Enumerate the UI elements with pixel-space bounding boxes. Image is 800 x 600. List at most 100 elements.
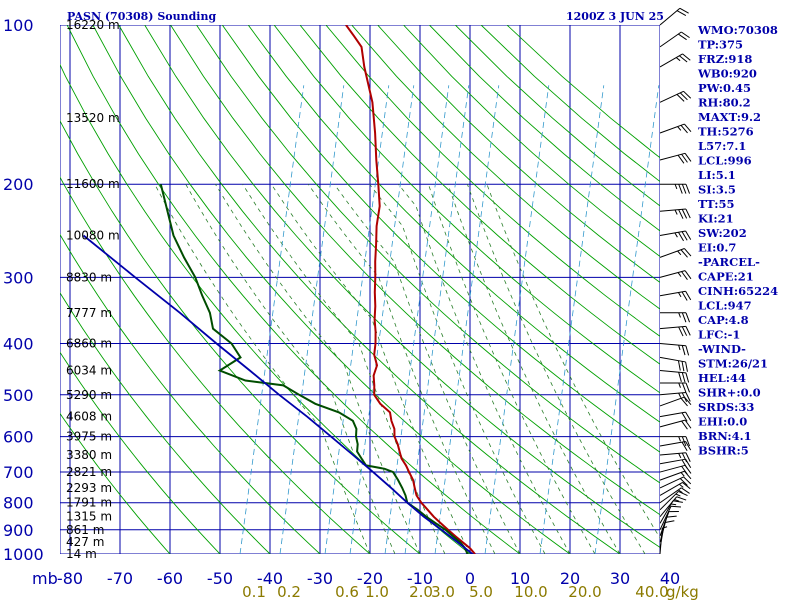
wind-barb-flag	[679, 478, 688, 486]
stability-index: SRDS:33	[698, 400, 754, 414]
wind-barb-staff	[659, 419, 686, 428]
mixing-ratio-unit: g/kg	[666, 583, 699, 600]
wind-barb-flag	[678, 453, 682, 459]
wind-barb-staff	[659, 458, 686, 465]
moist-adiabat-line	[154, 184, 371, 554]
wind-barb-flag	[683, 90, 692, 99]
mixing-ratio-label: 3.0	[431, 583, 455, 600]
wind-barb-flag	[685, 411, 692, 421]
wind-barb-flag	[676, 496, 687, 501]
wind-barb	[659, 290, 692, 301]
wind-barb-flag	[685, 436, 691, 447]
stability-index: CAPE:21	[698, 270, 754, 284]
dry-adiabat-line	[118, 25, 621, 554]
wind-barb-staff	[659, 470, 685, 481]
wind-barb-staff	[659, 53, 683, 68]
stability-index: LCL:996	[698, 154, 752, 168]
wind-barb-flag	[676, 94, 685, 102]
stability-index: LCL:947	[698, 299, 752, 313]
stability-index: KI:21	[698, 212, 734, 226]
height-label: 6860 m	[66, 336, 112, 350]
wind-barb	[659, 482, 691, 496]
height-label: 2293 m	[66, 481, 112, 495]
temperature-tick-label: -50	[207, 569, 233, 588]
wind-barb-flag	[681, 487, 690, 494]
wind-barb-staff	[659, 482, 683, 496]
wind-barb-staff	[659, 496, 678, 517]
dry-adiabat-line	[60, 233, 321, 554]
wind-barb	[659, 511, 679, 537]
wind-barb-flag	[684, 419, 692, 429]
wind-barb-staff	[659, 31, 682, 48]
mixing-ratio-label: 5.0	[469, 583, 493, 600]
wind-barb	[659, 356, 688, 372]
wind-barb-flag	[681, 420, 688, 430]
moist-adiabat-line	[270, 183, 471, 554]
dry-adiabat-line	[403, 25, 660, 258]
wind-barb-flag	[685, 382, 691, 393]
temperature-tick-label: -10	[407, 569, 433, 588]
wind-barb-staff	[659, 511, 670, 537]
wind-barb	[659, 342, 690, 356]
stability-index: FRZ:918	[698, 52, 752, 66]
moist-adiabat-line	[369, 183, 546, 554]
height-label: 6034 m	[66, 364, 112, 378]
wind-barb-flag	[684, 270, 692, 280]
wind-barb-flag	[685, 345, 690, 356]
wind-barb	[659, 7, 689, 26]
wind-barb-flag	[678, 326, 684, 337]
temperature-tick-label: -30	[307, 569, 333, 588]
temperature-tick-label: 30	[610, 569, 630, 588]
wind-barb-flag	[681, 436, 687, 447]
mixing-ratio-line	[594, 85, 660, 554]
wind-barb-staff	[659, 90, 684, 103]
wind-barb-flag	[681, 209, 688, 219]
wind-barb-flag	[678, 292, 682, 298]
wind-barb	[659, 325, 691, 337]
dry-adiabat-line	[351, 25, 660, 310]
chart-datetime: 1200Z 3 JUN 25	[566, 10, 664, 23]
height-label: 427 m	[66, 535, 104, 549]
wind-barb-flag	[682, 482, 691, 490]
wind-barb-flag	[671, 503, 677, 506]
stability-index: EHI:0.0	[698, 415, 747, 429]
wind-barb-flag	[681, 271, 688, 281]
wind-barbs	[659, 7, 692, 555]
height-label: 2821 m	[66, 465, 112, 479]
mixing-ratio-label: 40.0	[635, 583, 668, 600]
dry-adiabat-line	[60, 291, 271, 554]
wind-barb-flag	[678, 436, 681, 442]
temperature-tick-label: 0	[465, 569, 475, 588]
wind-barb-flag	[677, 250, 682, 256]
wind-barb-staff	[659, 391, 686, 396]
wind-barb-flag	[685, 184, 691, 194]
wind-barb-flag	[678, 344, 681, 351]
wind-barb-flag	[685, 312, 691, 323]
mixing-ratio-line	[349, 85, 415, 554]
parcel-path	[82, 234, 475, 554]
wind-barb-flag	[681, 452, 688, 463]
mixing-ratio-label: 0.1	[242, 583, 266, 600]
pressure-tick-label: 200	[3, 175, 34, 194]
wind-barb-flag	[674, 499, 680, 502]
height-label: 4608 m	[66, 410, 112, 424]
wind-barb	[660, 312, 691, 323]
wind-barb-flag	[678, 312, 681, 318]
stability-index: LFC:-1	[698, 328, 740, 342]
wind-barb-flag	[678, 372, 682, 382]
wind-barb	[659, 476, 692, 489]
mixing-ratio-line	[324, 85, 390, 554]
pressure-unit-label: mb	[32, 569, 58, 588]
wind-barb-staff	[659, 208, 686, 212]
dry-adiabat-line	[196, 25, 660, 484]
wind-barb-flag	[681, 412, 688, 422]
mixing-ratio-label: 0.2	[277, 583, 301, 600]
mixing-ratio-label: 0.6	[335, 583, 359, 600]
wind-barb-staff	[659, 325, 686, 330]
height-label: 11600 m	[66, 177, 120, 191]
stability-index: BSHR:5	[698, 444, 749, 458]
wind-barb-staff	[659, 342, 686, 347]
stability-index: SHR+:0.0	[698, 386, 761, 400]
wind-barb-flag	[679, 55, 688, 63]
